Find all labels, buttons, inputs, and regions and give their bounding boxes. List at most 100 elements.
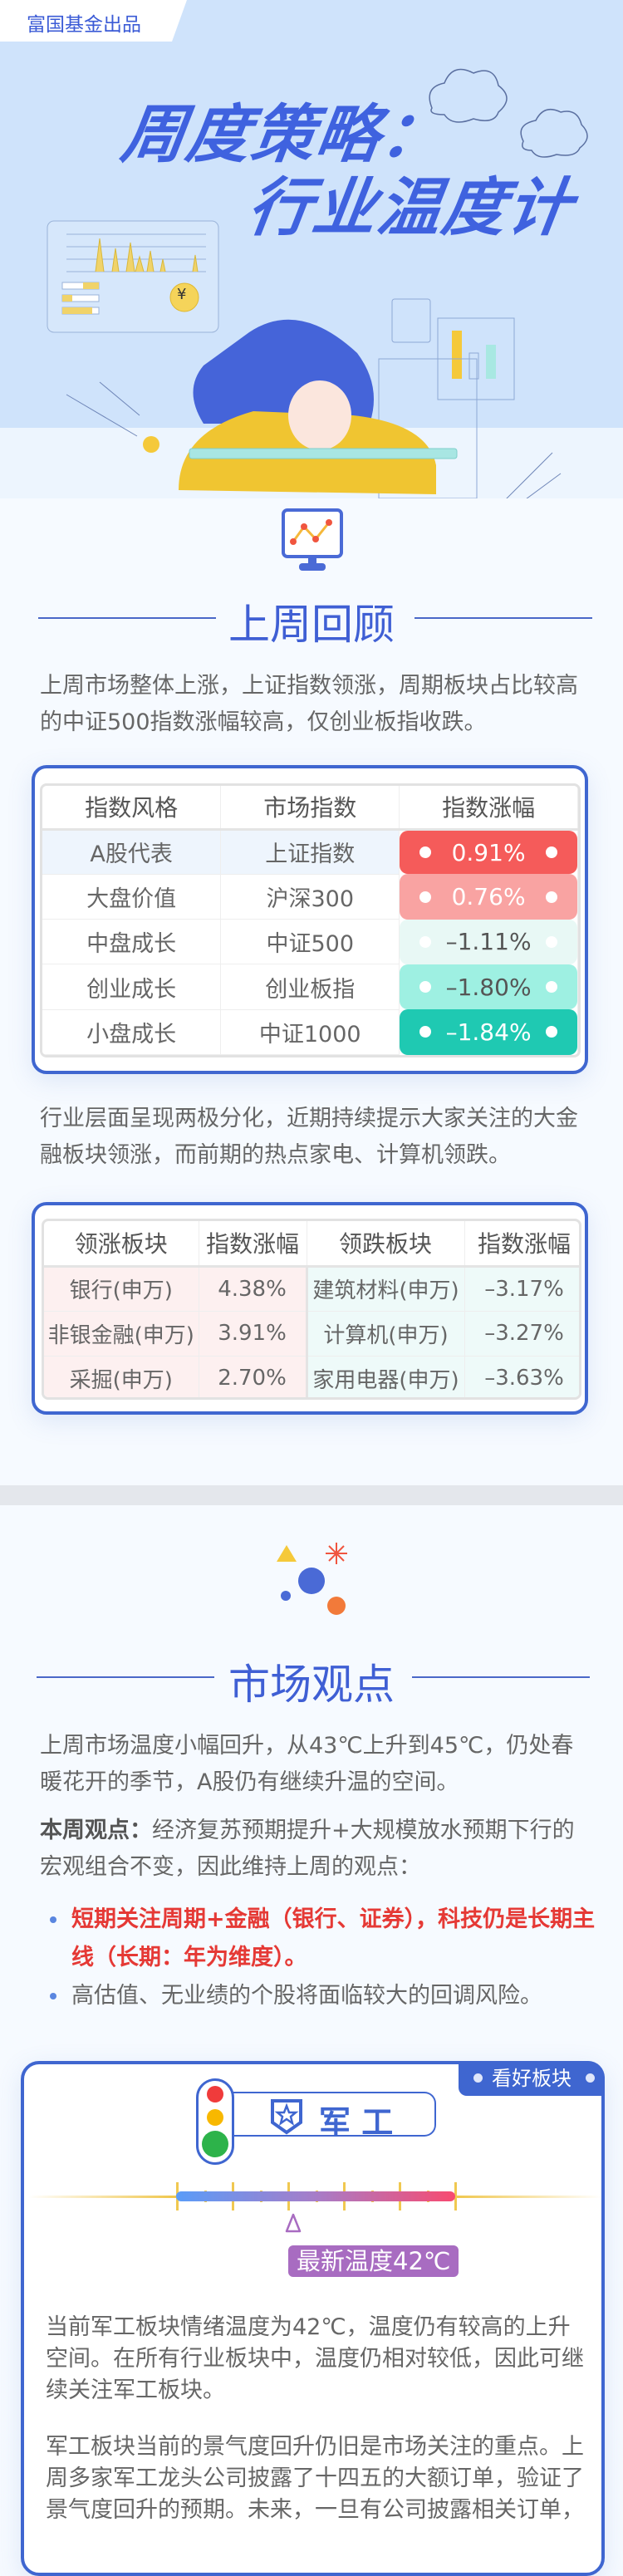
column-header: 市场指数 [220,786,400,831]
temperature-gradient-bar [176,2191,455,2201]
tick-mark [454,2182,457,2210]
dot-icon [419,846,432,859]
column-header: 领跌板块 [307,1221,465,1268]
divider-line [415,617,592,619]
cloud-icon [429,68,588,158]
sector-card: 看好板块 军 工 最新温度42℃ 当前军工板块情绪温度为42℃，温度仍有较高的上… [21,2061,605,2576]
index-name: 创业板指 [220,964,400,1010]
dot-icon [473,2073,483,2083]
dot-icon [419,891,432,903]
index-name: 中证1000 [220,1009,400,1055]
section-title-outlook: 市场观点 [228,1661,395,1709]
index-name: 上证指数 [220,829,400,875]
index-table-card: 指数风格 市场指数 指数涨幅 A股代表 上证指数 0.91% 大盘价值 沪深300 0.76%… [32,765,588,1074]
leader-change: 4.38% [199,1266,308,1312]
bullet-item: 高估值、无业绩的个股将面临较大的回调风险。 [50,1977,598,2015]
leader-change: 2.70% [199,1356,308,1397]
column-header: 领涨板块 [44,1221,199,1268]
index-change-pill: 0.76% [400,874,577,920]
leader-change: 3.91% [199,1311,308,1357]
traffic-light-icon [196,2078,234,2165]
index-change: –1.11% [445,928,532,956]
brand-tab: 富国基金出品 [0,0,187,42]
index-change-pill: –1.80% [400,964,577,1010]
dot-icon [546,981,557,994]
table-row: 非银金融(申万) 3.91% 计算机(申万) –3.27% [44,1311,579,1357]
leader-sector: 非银金融(申万) [44,1311,199,1357]
section-title-review: 上周回顾 [228,601,395,649]
monitor-chart-icon [282,508,343,571]
bullet-item: 短期关注周期+金融（银行、证券），科技仍是长期主线（长期：年为维度）。 [50,1901,598,1977]
index-change: –1.80% [445,973,532,1001]
index-change: 0.91% [451,838,526,866]
divider-line [38,617,216,619]
table-row: 银行(申万) 4.38% 建筑材料(申万) –3.17% [44,1266,579,1312]
table-row: A股代表 上证指数 0.91% [42,829,578,875]
column-header: 指数涨幅 [464,1221,579,1268]
table-row: 中盘成长 中证500 –1.11% [42,919,578,965]
tag-label: 看好板块 [492,2067,571,2090]
section-separator [0,1485,623,1505]
index-change-pill: 0.91% [400,830,577,875]
laggard-change: –3.27% [464,1311,579,1357]
index-table: 指数风格 市场指数 指数涨幅 A股代表 上证指数 0.91% 大盘价值 沪深300 0.76%… [40,783,581,1057]
latest-temperature-badge: 最新温度42℃ [288,2245,459,2277]
sector-paragraph-1: 当前军工板块情绪温度为42℃，温度仍有较高的上升空间。在所有行业板块中，温度仍相… [46,2314,584,2403]
table-row: 小盘成长 中证1000 –1.84% [42,1009,578,1055]
review-paragraph-2: 行业层面呈现两极分化，近期持续提示大家关注的大金融板块领涨，而前期的热点家电、计… [40,1106,578,1168]
dot-icon [419,935,432,948]
dot-icon [419,981,432,994]
index-change: 0.76% [451,883,526,911]
weekly-view-text: 经济复苏预期提升+大规模放水预期下行的宏观组合不变，因此维持上周的观点： [40,1818,575,1880]
temperature-marker-icon [285,2213,302,2233]
index-name: 沪深300 [220,874,400,920]
index-style: A股代表 [42,829,222,875]
brand-label: 富国基金出品 [27,14,141,36]
column-header: 指数涨幅 [199,1221,307,1268]
weekly-view: 本周观点：经济复苏预期提升+大规模放水预期下行的宏观组合不变，因此维持上周的观点… [40,1813,588,1886]
hero-title-line2: 行业温度计 [243,170,578,244]
favored-sector-tag: 看好板块 [459,2061,605,2096]
hero-banner: 富国基金出品 周度策略： 行业温度计 ¥ [0,0,623,498]
shapes-icon [277,1543,347,1615]
chart-panel [47,220,219,333]
sector-label-box: 军 工 [233,2092,436,2141]
dot-icon [546,846,557,859]
keyboard [189,448,458,459]
dot-icon [546,1026,557,1038]
index-name: 中证500 [220,919,400,965]
yen-symbol: ¥ [177,286,187,303]
index-change-pill: –1.11% [400,919,577,964]
laggard-sector: 计算机(申万) [307,1311,465,1357]
leader-sector: 采掘(申万) [44,1356,199,1397]
laggard-sector: 建筑材料(申万) [307,1266,465,1312]
sector-table-card: 领涨板块 指数涨幅 领跌板块 指数涨幅 银行(申万) 4.38% 建筑材料(申万) –3.1… [32,1202,588,1415]
index-style: 中盘成长 [42,919,222,965]
shield-star-icon [271,2099,302,2135]
dot-icon [419,1026,432,1038]
index-change: –1.84% [445,1018,532,1046]
divider-line [412,1676,590,1678]
table-row: 大盘价值 沪深300 0.76% [42,874,578,920]
table-row: 采掘(申万) 2.70% 家用电器(申万) –3.63% [44,1356,579,1397]
laggard-change: –3.63% [464,1356,579,1397]
dot-icon [546,935,557,948]
dot-icon [546,891,557,903]
column-header: 指数风格 [42,786,222,831]
column-header: 指数涨幅 [399,786,578,831]
sector-table: 领涨板块 指数涨幅 领跌板块 指数涨幅 银行(申万) 4.38% 建筑材料(申万) –3.1… [42,1219,581,1400]
index-style: 创业成长 [42,964,222,1010]
outlook-paragraph: 上周市场温度小幅回升，从43℃上升到45℃，仍处春暖花开的季节，A股仍有继续升温… [40,1733,574,1795]
sector-paragraph-2: 军工板块当前的景气度回升仍旧是市场关注的重点。上周多家军工龙头公司披露了十四五的… [46,2434,584,2523]
weekly-view-label: 本周观点： [40,1818,152,1843]
hero-illustration [47,68,588,498]
sector-name: 军 工 [319,2104,394,2141]
index-change-pill: –1.84% [400,1009,577,1055]
table-row: 创业成长 创业板指 –1.80% [42,964,578,1010]
dot-icon [586,2073,595,2083]
laggard-sector: 家用电器(申万) [307,1356,465,1397]
review-paragraph: 上周市场整体上涨，上证指数领涨，周期板块占比较高的中证500指数涨幅较高，仅创业… [40,673,578,735]
divider-line [37,1676,214,1678]
coin-icon [169,282,199,312]
index-style: 大盘价值 [42,874,222,920]
